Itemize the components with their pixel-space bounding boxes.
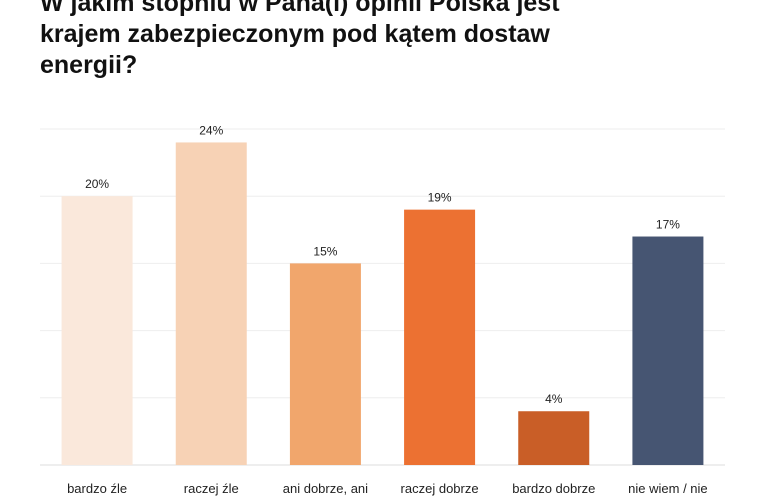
- category-label: bardzo dobrze: [512, 481, 595, 496]
- category-label: bardzo źle: [67, 481, 127, 496]
- bar: [61, 196, 133, 465]
- gridlines: [40, 128, 725, 466]
- value-label: 4%: [545, 392, 563, 406]
- bar: [632, 236, 704, 465]
- bar: [175, 142, 247, 465]
- value-label: 17%: [656, 218, 680, 232]
- value-label: 20%: [85, 177, 109, 191]
- value-label: 24%: [199, 123, 223, 137]
- bar: [404, 209, 476, 465]
- category-label: raczej źle: [184, 481, 239, 496]
- category-labels: bardzo źle raczej źle ani dobrze, ani racze…: [67, 481, 708, 496]
- value-label: 15%: [313, 244, 337, 258]
- category-label: raczej dobrze: [401, 481, 479, 496]
- value-labels: 20% 24% 15% 19% 4% 17%: [85, 123, 680, 406]
- bar: [289, 263, 361, 465]
- chart-title: W jakim stopniu w Pana(i) opinii Polska …: [40, 0, 560, 79]
- category-label: ani dobrze, ani: [283, 481, 368, 496]
- value-label: 19%: [428, 191, 452, 205]
- bars: [61, 142, 704, 465]
- category-label: nie wiem / nie: [628, 481, 707, 496]
- bar: [518, 411, 590, 465]
